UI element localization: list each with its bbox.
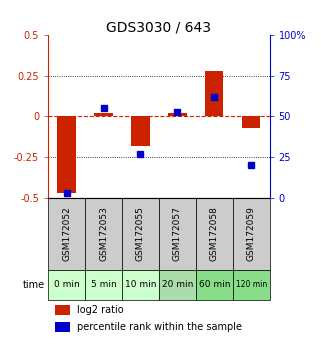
Text: GSM172058: GSM172058 xyxy=(210,206,219,261)
Bar xyxy=(233,270,270,300)
Bar xyxy=(159,198,196,270)
Bar xyxy=(131,116,150,145)
Text: 10 min: 10 min xyxy=(125,280,156,290)
Bar xyxy=(55,304,70,315)
Text: GSM172057: GSM172057 xyxy=(173,206,182,261)
Bar xyxy=(242,116,260,128)
Bar xyxy=(122,270,159,300)
Text: GSM172052: GSM172052 xyxy=(62,206,71,261)
Text: 120 min: 120 min xyxy=(236,280,267,290)
Bar xyxy=(85,198,122,270)
Bar xyxy=(48,198,85,270)
Text: GSM172055: GSM172055 xyxy=(136,206,145,261)
Text: log2 ratio: log2 ratio xyxy=(77,305,124,315)
Text: GSM172059: GSM172059 xyxy=(247,206,256,261)
Text: 5 min: 5 min xyxy=(91,280,117,290)
Text: GSM172053: GSM172053 xyxy=(99,206,108,261)
Title: GDS3030 / 643: GDS3030 / 643 xyxy=(106,20,212,34)
Bar xyxy=(48,270,85,300)
Bar xyxy=(57,116,76,193)
Bar xyxy=(205,71,223,116)
Text: 20 min: 20 min xyxy=(162,280,193,290)
Bar xyxy=(233,198,270,270)
Text: 0 min: 0 min xyxy=(54,280,80,290)
Bar xyxy=(196,198,233,270)
Bar xyxy=(55,322,70,332)
Bar xyxy=(196,270,233,300)
Bar xyxy=(168,113,187,116)
Bar xyxy=(85,270,122,300)
Text: percentile rank within the sample: percentile rank within the sample xyxy=(77,322,242,332)
Text: time: time xyxy=(22,280,44,290)
Bar xyxy=(94,113,113,116)
Bar xyxy=(122,198,159,270)
Bar xyxy=(159,270,196,300)
Text: 60 min: 60 min xyxy=(198,280,230,290)
